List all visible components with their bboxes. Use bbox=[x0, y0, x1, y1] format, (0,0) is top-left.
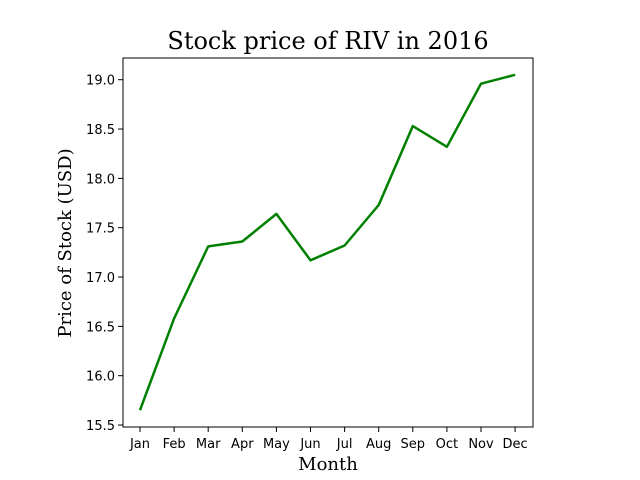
y-tick-label: 19.0 bbox=[86, 74, 115, 89]
x-tick-label: Jun bbox=[299, 437, 320, 452]
chart-title: Stock price of RIV in 2016 bbox=[167, 27, 488, 55]
x-tick-label: Oct bbox=[436, 437, 458, 452]
series-line bbox=[138, 73, 516, 411]
x-tick-label: Feb bbox=[163, 437, 186, 452]
x-axis-label: Month bbox=[298, 454, 358, 475]
y-tick-label: 17.5 bbox=[86, 222, 115, 237]
y-tick-label: 17.0 bbox=[86, 271, 115, 286]
x-tick-label: Dec bbox=[503, 437, 528, 452]
x-tick-label: Apr bbox=[231, 437, 254, 452]
x-tick-label: Nov bbox=[468, 437, 494, 452]
y-tick-label: 16.5 bbox=[86, 320, 115, 335]
plot-area: 15.5 16.0 16.5 17.0 17.5 18.0 18.5 19.0 Jan Feb Ma… bbox=[86, 57, 534, 452]
y-axis-label: Price of Stock (USD) bbox=[55, 148, 76, 337]
y-tick-label: 15.5 bbox=[86, 419, 115, 434]
y-tick-label: 16.0 bbox=[86, 370, 115, 385]
y-tick-label: 18.5 bbox=[86, 123, 115, 138]
x-tick-label: Aug bbox=[366, 437, 391, 452]
x-tick-label: Jul bbox=[336, 437, 353, 452]
x-tick-label: Mar bbox=[196, 437, 221, 452]
plot-frame bbox=[122, 57, 534, 428]
x-tick-label: May bbox=[263, 437, 290, 452]
x-tick-label: Sep bbox=[401, 437, 426, 452]
y-tick-label: 18.0 bbox=[86, 172, 115, 187]
x-tick-label: Jan bbox=[129, 437, 150, 452]
